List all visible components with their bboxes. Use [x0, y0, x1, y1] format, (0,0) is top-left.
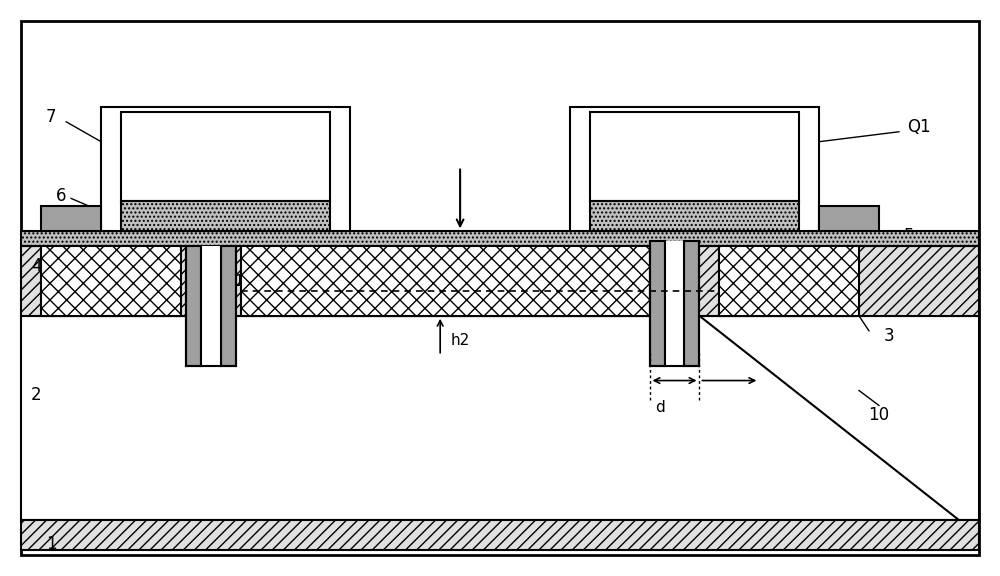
Bar: [21, 520, 979, 550]
Text: 6: 6: [56, 187, 66, 206]
Bar: [241, 246, 650, 316]
Bar: [665, 241, 684, 366]
Text: 4: 4: [31, 257, 42, 275]
Text: Q1: Q1: [907, 118, 931, 136]
Bar: [590, 112, 799, 202]
Text: h1: h1: [226, 274, 245, 289]
Text: 1: 1: [46, 535, 57, 553]
Bar: [121, 112, 330, 202]
Bar: [650, 241, 665, 366]
Text: d: d: [655, 400, 664, 415]
Bar: [201, 246, 221, 366]
Bar: [121, 202, 330, 232]
Bar: [41, 206, 101, 232]
Bar: [186, 246, 201, 366]
Bar: [21, 232, 979, 246]
Bar: [21, 316, 979, 520]
Bar: [819, 206, 879, 232]
Bar: [590, 202, 799, 232]
Text: 5: 5: [904, 228, 914, 245]
Text: h2: h2: [450, 334, 469, 348]
Bar: [21, 246, 979, 316]
Text: 3: 3: [884, 327, 894, 345]
Text: 7: 7: [46, 108, 56, 126]
Bar: [41, 246, 181, 316]
Bar: [101, 107, 350, 232]
Text: 2: 2: [31, 386, 42, 404]
Bar: [719, 246, 859, 316]
Text: 10: 10: [868, 407, 890, 425]
Bar: [570, 107, 819, 232]
Bar: [221, 246, 236, 366]
Bar: [684, 241, 699, 366]
